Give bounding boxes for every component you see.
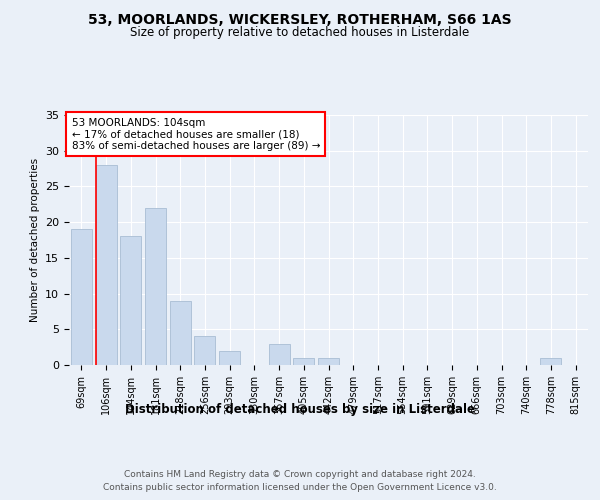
Text: Contains HM Land Registry data © Crown copyright and database right 2024.
Contai: Contains HM Land Registry data © Crown c… <box>103 470 497 492</box>
Text: Size of property relative to detached houses in Listerdale: Size of property relative to detached ho… <box>130 26 470 39</box>
Bar <box>318 358 339 365</box>
Bar <box>145 208 166 365</box>
Text: 53, MOORLANDS, WICKERSLEY, ROTHERHAM, S66 1AS: 53, MOORLANDS, WICKERSLEY, ROTHERHAM, S6… <box>88 12 512 26</box>
Bar <box>269 344 290 365</box>
Y-axis label: Number of detached properties: Number of detached properties <box>29 158 40 322</box>
Bar <box>120 236 141 365</box>
Bar <box>293 358 314 365</box>
Bar <box>541 358 562 365</box>
Bar <box>95 165 116 365</box>
Bar <box>71 230 92 365</box>
Bar <box>170 300 191 365</box>
Text: 53 MOORLANDS: 104sqm
← 17% of detached houses are smaller (18)
83% of semi-detac: 53 MOORLANDS: 104sqm ← 17% of detached h… <box>71 118 320 150</box>
Bar <box>194 336 215 365</box>
Bar <box>219 350 240 365</box>
Text: Distribution of detached houses by size in Listerdale: Distribution of detached houses by size … <box>125 402 475 415</box>
